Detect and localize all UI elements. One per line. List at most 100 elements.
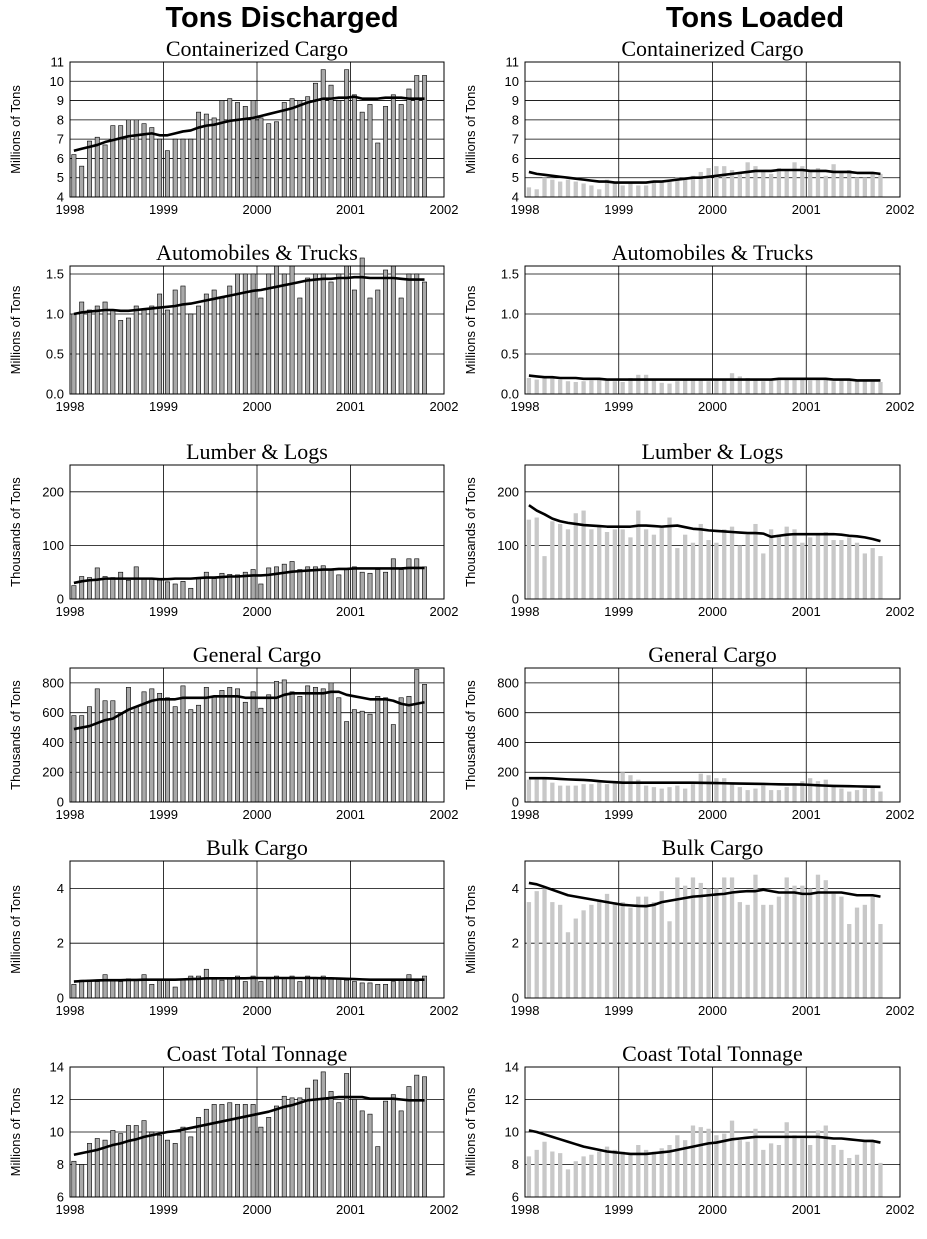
bar — [133, 305, 139, 395]
bar — [800, 1138, 805, 1197]
bar — [149, 983, 155, 999]
bar — [565, 1169, 571, 1198]
y-tick-label: 400 — [42, 735, 64, 750]
chart-title: Automobiles & Trucks — [156, 240, 358, 265]
bar — [737, 545, 742, 599]
x-tick-label: 1999 — [149, 604, 178, 619]
bar — [761, 170, 766, 197]
bar — [157, 693, 163, 803]
bar — [398, 104, 404, 198]
bar — [359, 571, 365, 600]
plot-frame — [69, 667, 445, 803]
bar — [558, 904, 563, 998]
x-tick-label: 2002 — [886, 202, 915, 217]
bar — [643, 1149, 649, 1198]
bar — [878, 924, 883, 998]
bar — [235, 688, 240, 803]
bar — [390, 265, 396, 395]
bar — [102, 301, 108, 395]
bar — [823, 175, 828, 197]
bar — [761, 381, 766, 394]
bar — [328, 84, 334, 198]
bar — [612, 529, 617, 599]
bar — [542, 1141, 547, 1197]
bar — [188, 313, 194, 395]
bar — [792, 1135, 797, 1197]
y-tick-label: 0.5 — [501, 347, 519, 362]
trend-line — [73, 275, 425, 316]
bar — [698, 171, 703, 197]
bar — [729, 782, 735, 802]
bar — [526, 187, 532, 197]
y-tick-label: 9 — [57, 93, 64, 108]
bar — [359, 1110, 365, 1198]
bar — [737, 171, 742, 197]
bar — [659, 382, 664, 394]
bar — [398, 569, 404, 600]
x-tick-label: 1998 — [56, 399, 85, 414]
bar — [297, 1097, 303, 1198]
bar — [714, 166, 719, 197]
bar — [651, 902, 657, 998]
bar — [71, 1160, 77, 1198]
bar — [753, 166, 758, 197]
bar — [581, 183, 586, 197]
bar — [172, 986, 178, 999]
bar — [878, 556, 883, 599]
bar — [133, 566, 139, 600]
y-tick-label: 800 — [42, 675, 64, 690]
x-tick-label: 2000 — [243, 604, 272, 619]
bar — [180, 138, 186, 198]
bar — [219, 297, 225, 395]
trend-line — [528, 374, 881, 382]
bar — [305, 96, 311, 198]
bar — [351, 566, 357, 600]
bar — [823, 1125, 828, 1197]
bar — [565, 381, 571, 394]
bar — [839, 1149, 844, 1198]
bar — [847, 1158, 852, 1197]
bar — [581, 784, 586, 802]
y-tick-label: 1.0 — [501, 307, 519, 322]
bar — [808, 1145, 813, 1197]
bar — [808, 888, 813, 998]
bar — [792, 785, 797, 802]
bar — [573, 785, 578, 802]
bar — [839, 171, 844, 197]
chart-left-1: Containerized Cargo Millions of Tons 4 5 6 7 8… — [8, 36, 458, 217]
bar — [628, 378, 633, 394]
bar — [745, 1141, 750, 1197]
bar — [250, 1104, 256, 1198]
bar — [800, 542, 805, 599]
bar — [281, 977, 287, 999]
x-tick-label: 1998 — [511, 1202, 540, 1217]
bar — [815, 1130, 821, 1198]
x-tick-label: 1999 — [604, 807, 633, 822]
bar — [157, 1134, 163, 1198]
bar — [281, 563, 287, 600]
bar — [534, 1149, 539, 1198]
bar — [188, 1136, 194, 1198]
y-tick-label: 600 — [497, 705, 519, 720]
bar — [235, 273, 240, 395]
bar — [180, 1126, 186, 1198]
bar — [383, 983, 389, 999]
bar — [675, 381, 680, 394]
bar — [620, 529, 625, 599]
bar — [305, 277, 311, 395]
bar — [706, 775, 711, 802]
bar — [722, 778, 727, 802]
bar — [406, 558, 412, 600]
bar — [250, 569, 256, 600]
chart-title: Containerized Cargo — [621, 36, 803, 61]
bar — [110, 577, 116, 600]
bar — [383, 571, 389, 600]
bar — [219, 690, 225, 803]
bar — [110, 700, 116, 803]
bar — [542, 778, 547, 802]
bar — [745, 904, 750, 998]
bar — [683, 179, 688, 197]
x-tick-label: 2000 — [243, 1003, 272, 1018]
x-tick-label: 2001 — [336, 604, 365, 619]
